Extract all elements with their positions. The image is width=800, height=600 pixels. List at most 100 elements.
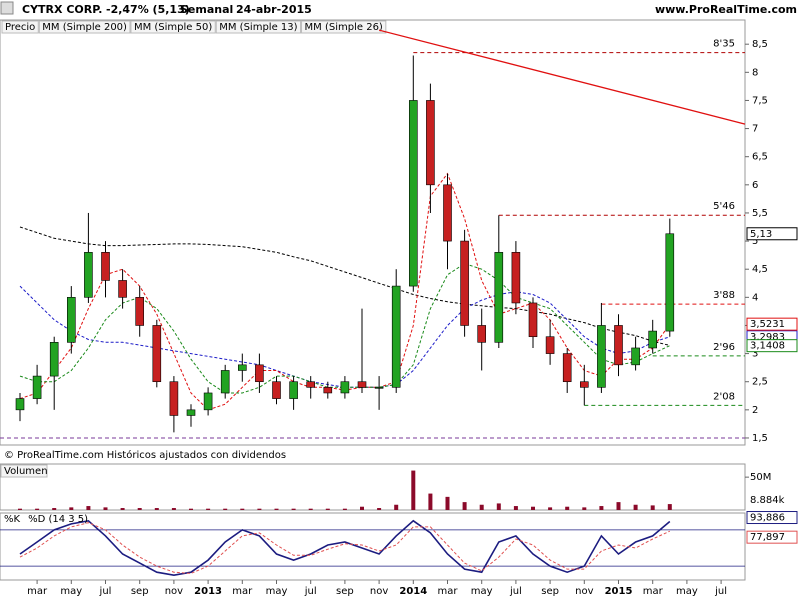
moving-average: [19, 226, 670, 346]
volume-bar: [342, 508, 347, 510]
candle-body: [32, 375, 42, 399]
volume-bar: [137, 508, 142, 510]
stoch-legend: %D (14 3 5): [28, 514, 88, 525]
period: Semanal: [180, 3, 233, 16]
level-label: 2'96: [713, 342, 735, 353]
site: www.ProRealTime.com: [655, 3, 797, 16]
x-tick-label: nov: [370, 586, 388, 597]
candle-body: [272, 381, 281, 399]
volume-bar: [308, 508, 313, 510]
candle-body: [169, 381, 179, 416]
candle-body: [631, 347, 640, 366]
volume-bar: [69, 507, 74, 510]
value-tag-label: 3,5231: [750, 319, 785, 330]
x-tick-label: jul: [304, 586, 317, 597]
x-tick-label: nov: [575, 586, 593, 597]
menu-button[interactable]: [0, 1, 14, 15]
y-tick-label: 8,5: [752, 39, 768, 50]
candle-body: [562, 353, 572, 383]
volume-panel: [0, 463, 746, 511]
y-tick-label: 5: [752, 236, 758, 247]
volume-bar: [86, 506, 91, 510]
candle-body: [340, 381, 350, 394]
volume-bar: [52, 508, 57, 510]
x-tick-label: may: [471, 586, 493, 597]
x-tick-label: sep: [336, 586, 354, 597]
volume-bar: [291, 508, 296, 510]
volume-bar: [325, 508, 330, 510]
value-tag: [746, 317, 798, 331]
volume-bar: [582, 507, 587, 510]
y-tick-label: 5,5: [752, 208, 768, 219]
volume-bar: [548, 507, 553, 510]
volume-bar: [35, 508, 40, 510]
x-tick-label: may: [266, 586, 288, 597]
value-tag: [746, 227, 798, 241]
moving-average: [19, 285, 670, 388]
value-tag: [746, 511, 798, 525]
value-tag-label: 77,897: [750, 532, 785, 543]
volume-bar: [667, 504, 672, 510]
volume-bar: [445, 496, 450, 510]
footer: © ProRealTime.com Históricos ajustados c…: [4, 449, 286, 461]
candle-body: [306, 381, 316, 388]
legend-box: [38, 20, 131, 34]
legend-entry: MM (Simple 26): [305, 22, 383, 33]
price-panel: [0, 19, 746, 446]
volume-bar: [206, 508, 211, 510]
candle-body: [101, 252, 110, 281]
candle-body: [528, 302, 538, 338]
stoch-line: [19, 522, 671, 574]
volume-bar: [103, 507, 108, 510]
volume-bar: [650, 505, 655, 510]
candle-body: [391, 285, 401, 388]
candle-body: [255, 364, 264, 383]
candle-body: [49, 342, 59, 377]
candle-body: [443, 184, 452, 242]
stoch-legend: %K: [4, 514, 21, 525]
value-tag-label: 93,886: [750, 513, 785, 524]
volume-bar: [240, 508, 245, 510]
value-tag-label: 3,1408: [750, 341, 785, 352]
x-tick-label: nov: [165, 586, 183, 597]
value-tag-label: 3,2983: [750, 332, 785, 343]
x-tick-label: may: [676, 586, 698, 597]
volume-bar: [18, 508, 22, 510]
x-tick-label: sep: [541, 586, 559, 597]
x-tick-label: jul: [99, 586, 112, 597]
volume-bar: [496, 503, 501, 510]
trend-line: [378, 29, 746, 125]
y-tick-label: 2: [752, 405, 758, 416]
x-tick-label: 2013: [194, 586, 222, 597]
volume-bar: [411, 470, 416, 510]
value-tag: [746, 530, 798, 544]
y-tick-label: 2,5: [752, 377, 768, 388]
candle-body: [477, 325, 487, 343]
y-tick-label: 7: [752, 124, 758, 135]
moving-average: [19, 263, 671, 394]
x-tick-label: mar: [643, 586, 664, 597]
volume-bar: [171, 508, 176, 510]
candle-body: [220, 370, 230, 394]
x-tick-label: mar: [27, 586, 48, 597]
y-tick-label: 6: [752, 180, 758, 191]
candle-body: [597, 325, 606, 388]
value-tag-label: 5,13: [750, 229, 772, 240]
candle-body: [323, 387, 333, 394]
x-tick-label: may: [60, 586, 82, 597]
change: -2,47% (5,13): [106, 3, 190, 16]
volume-bar: [223, 508, 228, 510]
volume-bar: [394, 504, 399, 510]
candle-body: [545, 336, 555, 354]
volume-bar: [189, 508, 193, 510]
panel-title-box: [0, 464, 48, 478]
candle-body: [579, 381, 589, 388]
legend-entry: Precio: [5, 22, 35, 33]
candle-body: [238, 364, 247, 371]
legend-entry: MM (Simple 13): [219, 22, 297, 33]
legend-box: [130, 20, 216, 34]
candle-body: [289, 381, 298, 399]
stoch-panel: [0, 512, 746, 581]
y-tick-label: 4,5: [752, 264, 768, 275]
